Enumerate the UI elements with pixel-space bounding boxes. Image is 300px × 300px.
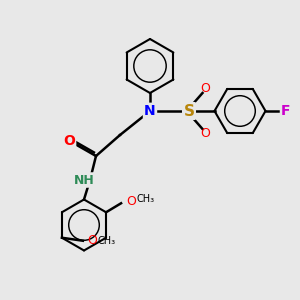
Text: O: O	[87, 234, 97, 247]
Text: NH: NH	[74, 173, 94, 187]
Text: S: S	[184, 103, 194, 118]
Text: CH₃: CH₃	[98, 236, 116, 246]
Text: F: F	[280, 104, 290, 118]
Text: O: O	[201, 127, 210, 140]
Text: O: O	[127, 195, 136, 208]
Text: CH₃: CH₃	[136, 194, 154, 204]
Text: N: N	[144, 104, 156, 118]
Text: O: O	[201, 82, 210, 95]
Text: O: O	[63, 134, 75, 148]
